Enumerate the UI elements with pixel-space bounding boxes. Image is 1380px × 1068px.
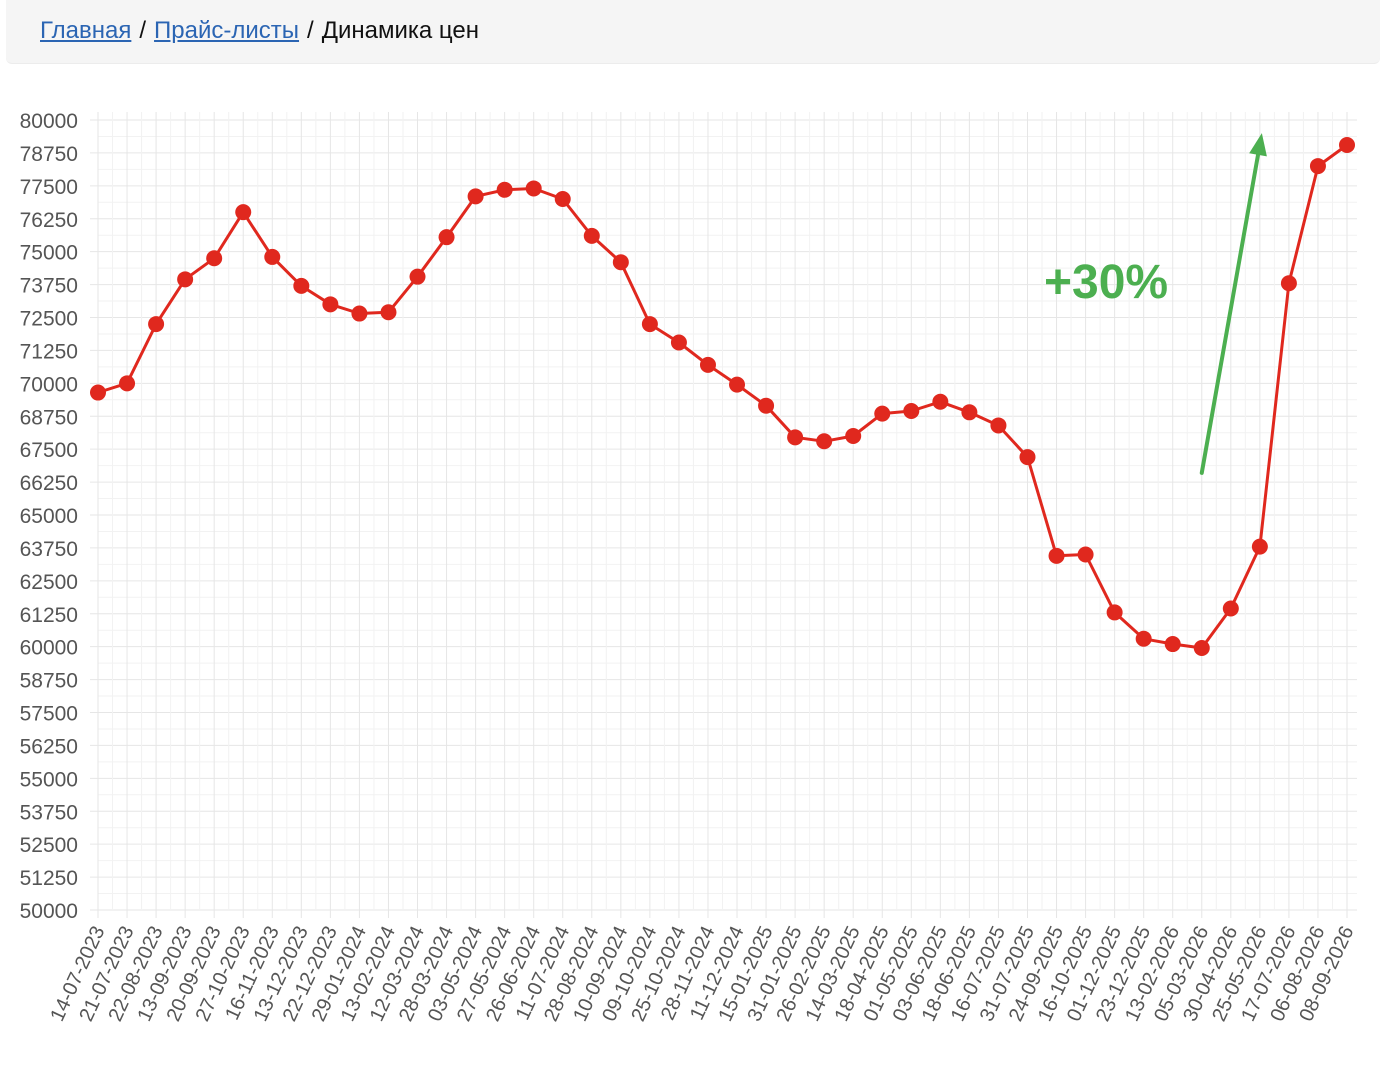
data-point	[148, 316, 165, 333]
y-tick-label: 70000	[20, 373, 78, 396]
y-tick-label: 58750	[20, 670, 78, 693]
breadcrumb-separator: /	[307, 17, 314, 44]
breadcrumb-separator: /	[139, 17, 147, 44]
data-point	[119, 375, 136, 392]
y-tick-label: 66250	[20, 472, 78, 495]
y-tick-label: 53750	[20, 801, 78, 824]
data-point	[264, 248, 281, 265]
data-point	[351, 305, 368, 322]
y-tick-label: 71250	[20, 340, 78, 363]
data-point	[90, 384, 106, 401]
annotation-label: +30%	[1044, 256, 1168, 309]
data-point	[583, 227, 600, 244]
data-point	[758, 397, 775, 414]
data-point	[380, 304, 397, 321]
y-tick-label: 65000	[20, 505, 78, 528]
y-tick-label: 80000	[20, 110, 78, 133]
data-point	[699, 356, 716, 373]
y-tick-label: 51250	[20, 867, 78, 890]
y-tick-label: 52500	[20, 834, 78, 857]
data-point	[1106, 604, 1123, 621]
annotation-arrow	[1199, 152, 1261, 475]
data-point	[787, 429, 804, 446]
data-point	[177, 271, 194, 288]
y-tick-label: 60000	[20, 637, 78, 660]
y-tick-label: 57500	[20, 703, 78, 726]
data-point	[641, 316, 658, 333]
y-tick-label: 73750	[20, 275, 78, 298]
y-tick-label: 61250	[20, 604, 78, 627]
data-point	[1019, 449, 1036, 466]
breadcrumb-pricelists-link[interactable]: Прайс-листы	[154, 17, 300, 44]
data-point	[1339, 137, 1355, 154]
data-point	[496, 181, 513, 198]
y-tick-label: 62500	[20, 571, 78, 594]
data-point	[409, 268, 426, 285]
data-point	[1164, 636, 1181, 653]
y-tick-label: 63750	[20, 538, 78, 561]
breadcrumb-bar: Главная / Прайс-листы / Динамика цен	[6, 0, 1380, 64]
data-point	[525, 180, 542, 197]
y-tick-label: 78750	[20, 143, 78, 166]
y-tick-label: 75000	[20, 242, 78, 265]
data-point	[1077, 546, 1094, 563]
data-point	[612, 254, 629, 271]
data-point	[1193, 639, 1210, 656]
data-point	[1309, 158, 1326, 175]
data-point	[990, 417, 1007, 434]
data-point	[932, 393, 949, 410]
annotation-arrowhead	[1249, 133, 1267, 157]
data-point	[322, 296, 339, 313]
y-tick-label: 55000	[20, 768, 78, 791]
data-point	[670, 334, 687, 351]
y-tick-label: 72500	[20, 308, 78, 331]
data-point	[729, 376, 746, 393]
data-point	[293, 277, 310, 294]
data-point	[903, 402, 920, 419]
breadcrumb: Главная / Прайс-листы / Динамика цен	[40, 15, 479, 47]
y-tick-label: 76250	[20, 209, 78, 232]
data-point	[845, 428, 862, 444]
y-tick-label: 68750	[20, 406, 78, 429]
data-point	[467, 188, 484, 205]
data-point	[874, 405, 891, 422]
y-tick-label: 77500	[20, 176, 78, 199]
y-tick-label: 56250	[20, 735, 78, 758]
data-point	[1135, 630, 1152, 647]
data-point	[1222, 600, 1239, 617]
data-point	[438, 229, 455, 246]
breadcrumb-current: Динамика цен	[321, 17, 479, 44]
data-point	[1280, 275, 1297, 292]
data-point	[206, 250, 223, 267]
breadcrumb-home-link[interactable]: Главная	[40, 17, 132, 44]
data-point	[1048, 547, 1065, 564]
data-point	[961, 404, 978, 421]
data-point	[816, 433, 833, 450]
data-point	[554, 191, 571, 207]
y-tick-label: 67500	[20, 439, 78, 462]
data-point	[1251, 538, 1268, 555]
y-tick-label: 50000	[20, 900, 78, 923]
data-point	[235, 204, 252, 221]
